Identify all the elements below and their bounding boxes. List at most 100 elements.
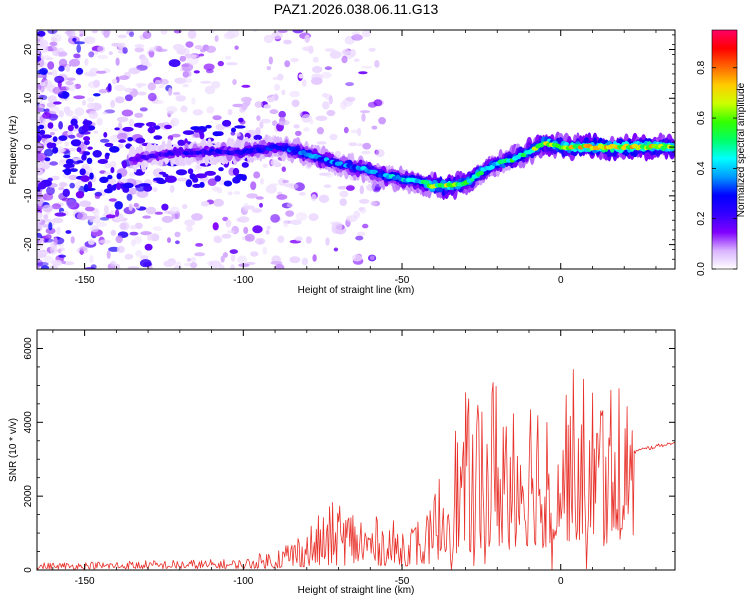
- noise-blob: [189, 173, 196, 180]
- noise-blob: [370, 201, 378, 206]
- noise-blob: [115, 209, 120, 217]
- noise-blob: [66, 77, 76, 81]
- noise-blob: [37, 262, 49, 267]
- noise-blob: [289, 256, 301, 264]
- noise-blob: [234, 45, 239, 50]
- noise-blob: [50, 132, 55, 136]
- noise-blob: [110, 99, 116, 108]
- noise-blob: [105, 214, 116, 219]
- noise-blob: [43, 219, 53, 223]
- noise-blob: [251, 208, 262, 213]
- noise-blob: [311, 194, 317, 202]
- noise-blob: [54, 212, 67, 217]
- noise-blob: [94, 194, 101, 199]
- noise-blob: [105, 152, 110, 157]
- spectrogram-ylabel: Frequency (Hz): [8, 116, 19, 185]
- noise-blob: [158, 171, 167, 175]
- noise-blob: [37, 161, 44, 168]
- noise-blob: [367, 101, 378, 108]
- noise-blob: [301, 79, 307, 87]
- noise-blob: [308, 45, 314, 54]
- snr-panel: -150 -100 -50 0 0 2000 4000 6000 Height of stra…: [8, 329, 676, 596]
- noise-blob: [232, 167, 240, 176]
- noise-blob: [179, 55, 187, 62]
- noise-blob: [129, 31, 134, 38]
- noise-blob: [124, 253, 134, 260]
- noise-blob: [339, 190, 349, 198]
- noise-blob: [100, 217, 110, 221]
- noise-blob: [266, 97, 275, 103]
- noise-blob: [68, 174, 78, 181]
- noise-blob: [56, 226, 61, 235]
- noise-blob: [253, 171, 261, 179]
- noise-blob: [145, 122, 157, 127]
- noise-blob: [81, 154, 87, 161]
- noise-blob: [128, 118, 134, 127]
- noise-blob: [89, 172, 94, 180]
- noise-blob: [213, 198, 224, 207]
- snr-xlabel: Height of straight line (km): [298, 585, 415, 596]
- noise-blob: [353, 210, 361, 219]
- noise-blob: [70, 118, 78, 126]
- noise-blob: [84, 215, 96, 220]
- noise-blob: [93, 130, 99, 134]
- noise-blob: [109, 160, 117, 170]
- noise-blob: [291, 99, 300, 108]
- noise-blob: [184, 219, 196, 227]
- noise-blob: [205, 124, 212, 129]
- noise-blob: [185, 41, 194, 48]
- noise-blob: [128, 67, 141, 75]
- noise-blob: [187, 56, 199, 66]
- noise-blob: [160, 30, 168, 35]
- noise-blob: [104, 142, 114, 147]
- y-tick-label: 20: [23, 44, 34, 56]
- noise-blob: [182, 84, 190, 88]
- noise-blob: [140, 255, 149, 260]
- noise-blob: [111, 78, 118, 85]
- noise-blob: [316, 141, 327, 145]
- noise-blob: [341, 55, 348, 64]
- noise-blob: [218, 167, 224, 172]
- noise-blob: [346, 185, 355, 191]
- noise-blob: [285, 210, 294, 217]
- noise-blob: [241, 162, 249, 168]
- noise-blob: [274, 263, 285, 269]
- noise-blob: [355, 235, 364, 241]
- noise-blob: [45, 227, 56, 235]
- colorbar-tick-label: 0.6: [696, 111, 707, 125]
- noise-blob: [172, 43, 184, 51]
- noise-blob: [107, 174, 113, 180]
- noise-blob: [281, 166, 286, 172]
- noise-blob: [37, 112, 42, 119]
- noise-blob: [37, 30, 46, 37]
- x-tick-label: -50: [395, 576, 410, 587]
- noise-blob: [106, 250, 111, 259]
- noise-blob: [116, 132, 129, 140]
- noise-blob: [43, 214, 49, 220]
- noise-blob: [88, 239, 95, 245]
- noise-blob: [58, 135, 68, 141]
- noise-blob: [133, 202, 139, 208]
- noise-blob: [150, 233, 160, 242]
- noise-blob: [42, 255, 54, 264]
- noise-blob: [134, 112, 144, 118]
- noise-blob: [260, 118, 271, 124]
- noise-blob: [152, 187, 158, 193]
- noise-blob: [99, 138, 110, 143]
- noise-blob: [174, 231, 181, 238]
- noise-blob: [88, 110, 99, 119]
- noise-blob: [83, 151, 91, 156]
- noise-blob: [243, 205, 256, 210]
- ridge-cell: [423, 180, 430, 185]
- noise-blob: [185, 179, 193, 188]
- noise-blob: [127, 137, 134, 142]
- noise-blob: [277, 73, 284, 81]
- noise-blob: [223, 180, 233, 187]
- noise-blob: [84, 206, 95, 212]
- noise-blob: [83, 36, 96, 45]
- noise-blob: [232, 79, 237, 85]
- noise-blob: [194, 45, 203, 50]
- noise-blob: [44, 157, 51, 162]
- noise-blob: [59, 182, 68, 187]
